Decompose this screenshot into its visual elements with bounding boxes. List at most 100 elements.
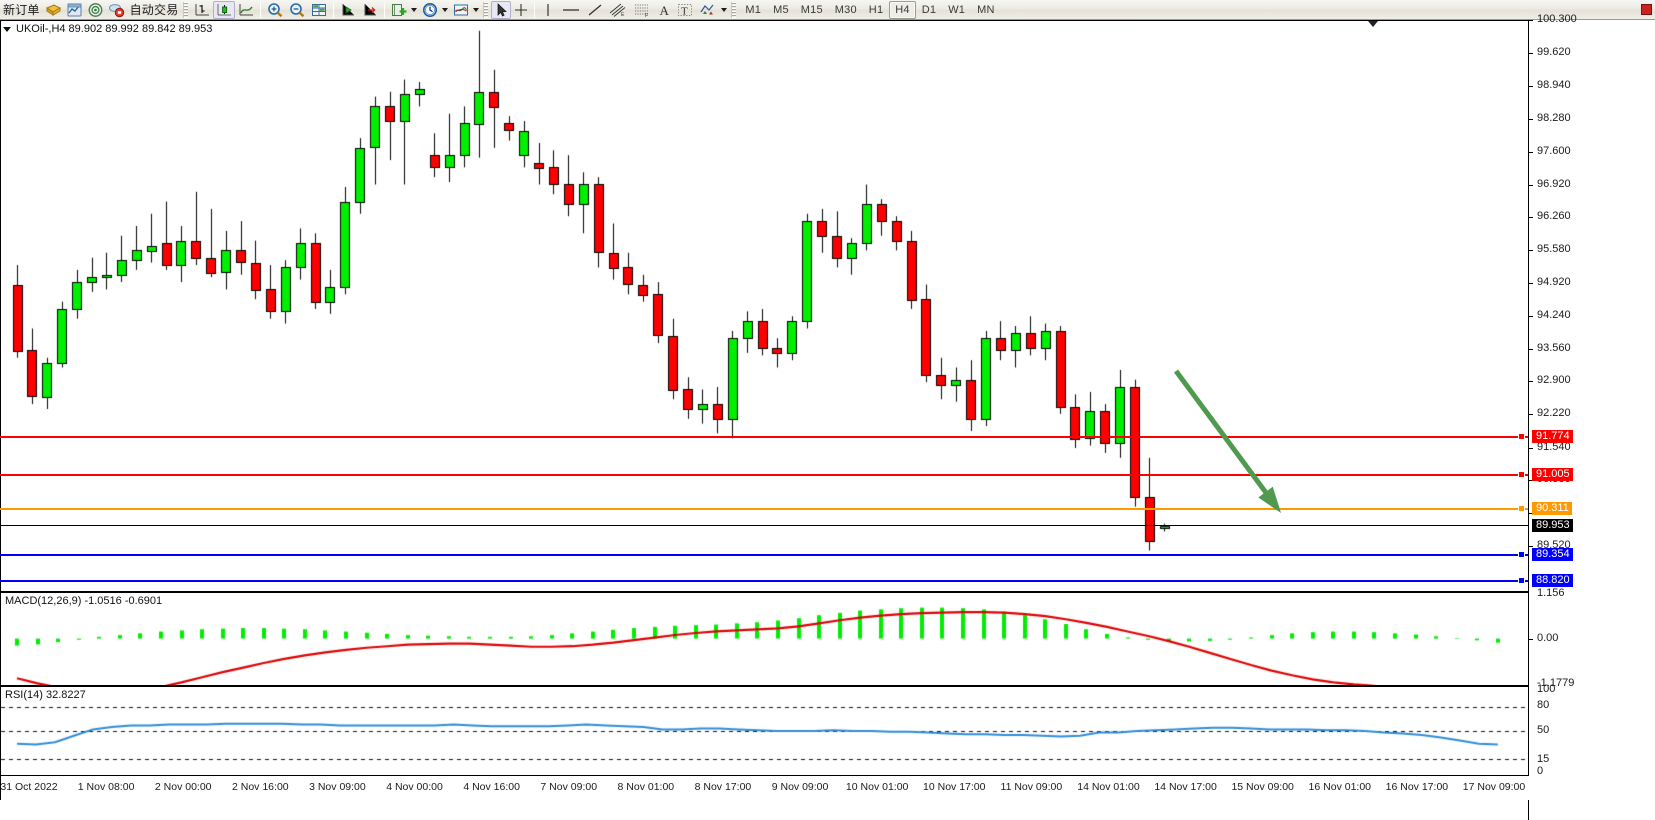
symbol-header[interactable]: UKOil-,H4 89.902 89.992 89.842 89.953 [3, 23, 212, 35]
timeframe-d1[interactable]: D1 [921, 3, 937, 16]
time-axis-label: 16 Nov 17:00 [1385, 781, 1449, 793]
line-chart-icon[interactable] [235, 1, 257, 19]
time-axis-label: 2 Nov 00:00 [154, 781, 212, 793]
chart-scroll-down-icon[interactable] [1368, 21, 1378, 27]
level-line-last-price[interactable] [0, 525, 1528, 526]
level-badge-last-price[interactable]: 89.953 [1532, 519, 1573, 532]
level-badge-resistance-2[interactable]: 91.005 [1532, 468, 1573, 481]
chart-shift-icon[interactable] [337, 1, 359, 19]
toolbar-grip-timeframes[interactable] [731, 1, 737, 18]
price-axis-label: 96.260 [1537, 210, 1571, 223]
level-line-support-1[interactable] [0, 554, 1528, 556]
time-axis-label: 16 Nov 01:00 [1308, 781, 1372, 793]
zoom-out-icon[interactable] [286, 1, 308, 19]
toolbar-group-playback [337, 0, 381, 20]
svg-text:F: F [645, 13, 648, 18]
rsi-axis-label: 15 [1537, 752, 1550, 765]
trendline-icon[interactable] [584, 1, 606, 19]
svg-text:T: T [681, 5, 688, 17]
toolbar-grip-charttype[interactable] [183, 1, 189, 18]
level-handle-support-2[interactable] [1518, 577, 1525, 584]
timeframe-group: M1 M5 M15 M30 H1 H4 D1 W1 MN [739, 0, 1000, 20]
shapes-dropdown-arrow[interactable] [721, 7, 728, 12]
timeframe-h1[interactable]: H1 [868, 3, 884, 16]
templates-icon[interactable] [450, 1, 472, 19]
time-axis[interactable]: 31 Oct 2022 1 Nov 08:00 2 Nov 00:00 2 Nov 1… [0, 776, 1529, 800]
price-axis-label: 94.240 [1537, 308, 1571, 321]
level-badge-resistance-1[interactable]: 91.774 [1532, 430, 1573, 443]
toolbar-grip-draw[interactable] [483, 1, 489, 18]
equidistant-channel-icon[interactable]: E [606, 1, 630, 19]
timeframe-m15[interactable]: M15 [800, 3, 823, 16]
bar-chart-icon[interactable] [191, 1, 213, 19]
level-line-support-2[interactable] [0, 580, 1528, 582]
chart-container[interactable]: MACD(12,26,9) -1.0516 -0.6901 RSI(14) 32… [0, 14, 1655, 820]
toolbar-group-draw: E F A T [491, 0, 729, 20]
timeframe-h4[interactable]: H4 [889, 0, 916, 19]
profiles-icon[interactable] [43, 1, 64, 19]
price-axis-label: 96.920 [1537, 177, 1571, 190]
indicators-icon[interactable] [388, 1, 410, 19]
period-dropdown-arrow[interactable] [442, 7, 449, 12]
macd-label: MACD(12,26,9) -1.0516 -0.6901 [5, 595, 163, 607]
candlestick-icon[interactable] [213, 0, 236, 19]
level-handle-resistance-1[interactable] [1518, 433, 1525, 440]
svg-text:E: E [621, 12, 625, 18]
rsi-canvas[interactable] [1, 687, 1528, 775]
level-line-resistance-2[interactable] [0, 474, 1528, 476]
new-order-button[interactable]: 新订单 [3, 3, 40, 17]
macd-pane[interactable]: MACD(12,26,9) -1.0516 -0.6901 [0, 592, 1528, 686]
price-tick [1529, 381, 1533, 383]
macd-tick [1529, 638, 1533, 640]
vertical-line-icon[interactable] [538, 1, 558, 19]
close-indicator-icon[interactable] [1641, 4, 1652, 15]
level-badge-pivot[interactable]: 90.311 [1532, 502, 1572, 515]
price-tick [1529, 447, 1533, 449]
level-handle-pivot[interactable] [1518, 505, 1525, 512]
plot-area[interactable]: MACD(12,26,9) -1.0516 -0.6901 RSI(14) 32… [0, 20, 1528, 800]
period-icon[interactable] [419, 1, 441, 19]
timeframe-m5[interactable]: M5 [773, 3, 789, 16]
text-label-icon[interactable]: A [654, 1, 674, 19]
crosshair-icon[interactable] [511, 1, 531, 19]
time-axis-label: 10 Nov 01:00 [845, 781, 909, 793]
toolbar-group-zoom [264, 0, 330, 20]
data-window-icon[interactable] [308, 1, 330, 19]
time-axis-label: 10 Nov 17:00 [923, 781, 986, 793]
auto-scroll-icon[interactable] [359, 1, 381, 19]
price-tick [1529, 250, 1533, 252]
time-axis-label: 3 Nov 09:00 [309, 781, 366, 793]
zoom-in-icon[interactable] [264, 1, 286, 19]
templates-dropdown-arrow[interactable] [473, 7, 480, 12]
indicators-dropdown-arrow[interactable] [411, 7, 418, 12]
time-axis-label: 15 Nov 09:00 [1231, 781, 1294, 793]
autotrade-button[interactable]: 自动交易 [129, 3, 179, 17]
price-tick [1529, 184, 1533, 186]
navigator-icon[interactable] [85, 1, 106, 19]
price-axis-label: 100.300 [1537, 13, 1577, 25]
level-line-pivot[interactable] [0, 508, 1528, 510]
svg-text:A: A [660, 3, 670, 18]
price-axis[interactable]: 100.300 99.620 98.940 98.280 97.600 96.920 96.… [1528, 14, 1655, 820]
level-badge-support-2[interactable]: 88.820 [1532, 574, 1573, 587]
fibonacci-icon[interactable]: F [630, 1, 654, 19]
shapes-icon[interactable] [696, 1, 720, 19]
rsi-axis-label: 50 [1537, 724, 1550, 736]
price-axis-label: 94.920 [1537, 275, 1571, 288]
symbol-dropdown-icon[interactable] [3, 26, 11, 32]
cursor-icon[interactable] [491, 0, 512, 19]
level-badge-support-1[interactable]: 89.354 [1532, 548, 1573, 561]
rsi-pane[interactable]: RSI(14) 32.8227 [0, 686, 1528, 776]
terminal-icon[interactable] [106, 1, 127, 19]
level-handle-support-1[interactable] [1518, 551, 1525, 558]
timeframe-mn[interactable]: MN [977, 3, 995, 16]
timeframe-m30[interactable]: M30 [834, 3, 857, 16]
text-icon[interactable]: T [674, 1, 696, 19]
timeframe-w1[interactable]: W1 [948, 3, 966, 16]
market-watch-icon[interactable] [64, 1, 85, 19]
horizontal-line-icon[interactable] [558, 1, 584, 19]
timeframe-m1[interactable]: M1 [745, 3, 762, 16]
macd-canvas[interactable] [1, 593, 1528, 685]
level-handle-resistance-2[interactable] [1518, 471, 1525, 478]
level-line-resistance-1[interactable] [0, 436, 1528, 438]
